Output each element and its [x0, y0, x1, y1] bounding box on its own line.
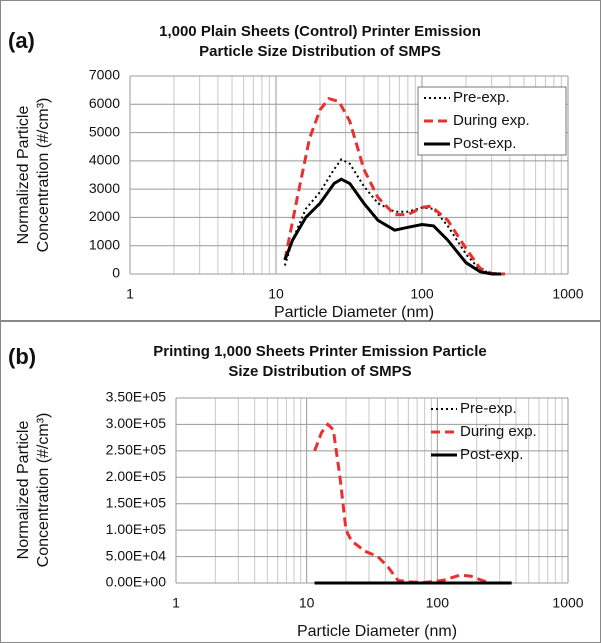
- series-line: [283, 177, 502, 276]
- x-tick-label: 1000: [552, 595, 583, 611]
- y-tick-label: 7000: [89, 67, 120, 83]
- x-tick-label: 1: [126, 286, 134, 302]
- chart-title: Size Distribution of SMPS: [228, 363, 411, 380]
- legend-label: Post-exp.: [453, 135, 516, 152]
- y-tick-label: 4000: [89, 152, 120, 168]
- series-line: [283, 96, 506, 276]
- legend-label: During exp.: [453, 112, 530, 129]
- x-axis-label: Particle Diameter (nm): [297, 623, 457, 640]
- y-tick-label: 1.00E+05: [106, 521, 167, 537]
- y-tick-label: 0: [112, 265, 120, 281]
- y-tick-label: 6000: [89, 95, 120, 111]
- series-line: [283, 158, 502, 275]
- y-tick-label: 1000: [89, 236, 120, 252]
- panel-b: (b) Printing 1,000 Sheets Printer Emissio…: [0, 321, 601, 643]
- x-tick-label: 1: [172, 595, 180, 611]
- x-tick-label: 1000: [552, 286, 583, 302]
- legend-label: During exp.: [460, 423, 537, 440]
- x-axis-label: Particle Diameter (nm): [274, 304, 434, 321]
- y-tick-label: 1.50E+05: [106, 494, 167, 510]
- y-axis-label: Normalized Particle: [15, 106, 32, 245]
- series-line: [313, 422, 490, 585]
- x-tick-label: 100: [410, 286, 434, 302]
- y-tick-label: 0.00E+00: [106, 574, 167, 590]
- y-axis-label: Concentration (#/cm³): [35, 413, 52, 568]
- y-tick-label: 2000: [89, 208, 120, 224]
- y-tick-label: 3.00E+05: [106, 415, 167, 431]
- chart-title: Printing 1,000 Sheets Printer Emission P…: [153, 343, 486, 360]
- legend-label: Pre-exp.: [460, 400, 517, 417]
- y-tick-label: 2.50E+05: [106, 442, 167, 458]
- panel-label: (b): [8, 344, 36, 369]
- y-tick-label: 2.00E+05: [106, 468, 167, 484]
- x-tick-label: 100: [426, 595, 450, 611]
- y-tick-label: 5.00E+04: [106, 547, 167, 563]
- y-axis-label: Normalized Particle: [15, 421, 32, 560]
- x-tick-label: 10: [268, 286, 284, 302]
- y-tick-label: 5000: [89, 123, 120, 139]
- y-tick-label: 3000: [89, 180, 120, 196]
- panel-label: (a): [8, 28, 35, 53]
- legend-label: Post-exp.: [460, 446, 523, 463]
- chart-title: Particle Size Distribution of SMPS: [199, 43, 441, 60]
- legend-label: Pre-exp.: [453, 89, 510, 106]
- panel-a: (a) 1,000 Plain Sheets (Control) Printer …: [0, 0, 601, 321]
- chart-title: 1,000 Plain Sheets (Control) Printer Emi…: [159, 23, 481, 40]
- x-tick-label: 10: [299, 595, 315, 611]
- y-axis-label: Concentration (#/cm³): [35, 98, 52, 253]
- y-tick-label: 3.50E+05: [106, 389, 167, 405]
